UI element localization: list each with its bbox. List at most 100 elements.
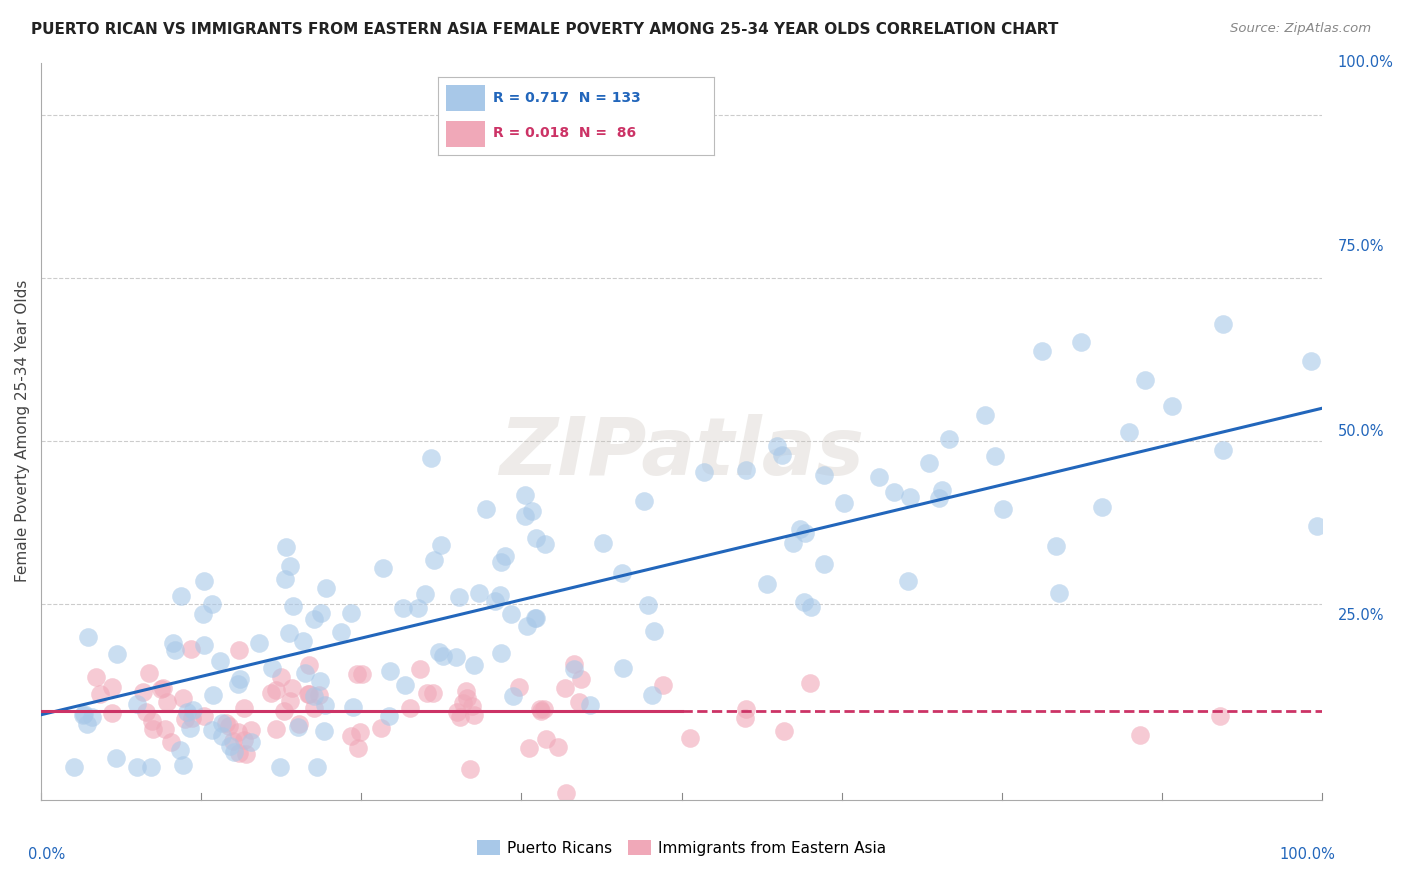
Point	[610, 566, 633, 581]
Point	[508, 680, 530, 694]
Point	[180, 641, 202, 656]
Point	[794, 526, 817, 541]
Point	[1212, 317, 1234, 331]
Point	[311, 606, 333, 620]
Point	[294, 665, 316, 680]
Point	[232, 733, 254, 747]
Point	[202, 688, 225, 702]
Point	[766, 439, 789, 453]
Point	[484, 594, 506, 608]
Point	[152, 681, 174, 695]
Point	[1208, 708, 1230, 723]
Point	[1118, 425, 1140, 440]
Point	[235, 747, 257, 761]
Point	[555, 786, 578, 800]
Point	[392, 601, 415, 615]
Point	[409, 662, 432, 676]
Point	[612, 661, 634, 675]
Point	[298, 687, 321, 701]
Point	[141, 714, 163, 728]
Point	[73, 706, 96, 721]
Point	[1129, 729, 1152, 743]
Point	[138, 666, 160, 681]
Point	[897, 574, 920, 588]
Point	[1160, 399, 1182, 413]
Point	[346, 667, 368, 681]
Point	[427, 645, 450, 659]
Point	[232, 700, 254, 714]
Point	[308, 689, 330, 703]
Point	[931, 483, 953, 497]
Point	[475, 501, 498, 516]
Point	[228, 643, 250, 657]
Point	[125, 760, 148, 774]
Point	[422, 553, 444, 567]
Point	[315, 581, 337, 595]
Point	[193, 574, 215, 589]
Point	[502, 689, 524, 703]
Point	[378, 665, 401, 679]
Point	[813, 557, 835, 571]
Point	[101, 706, 124, 721]
Point	[799, 676, 821, 690]
Point	[422, 686, 444, 700]
Point	[517, 740, 540, 755]
Point	[735, 462, 758, 476]
Point	[813, 468, 835, 483]
Point	[165, 643, 187, 657]
Point	[264, 682, 287, 697]
Point	[156, 696, 179, 710]
Point	[370, 721, 392, 735]
Point	[447, 591, 470, 605]
Text: PUERTO RICAN VS IMMIGRANTS FROM EASTERN ASIA FEMALE POVERTY AMONG 25-34 YEAR OLD: PUERTO RICAN VS IMMIGRANTS FROM EASTERN …	[31, 22, 1059, 37]
Point	[1031, 344, 1053, 359]
Point	[489, 588, 512, 602]
Point	[520, 504, 543, 518]
Point	[305, 760, 328, 774]
Point	[524, 531, 547, 545]
Point	[789, 522, 811, 536]
Point	[693, 465, 716, 479]
Point	[1091, 500, 1114, 515]
Point	[460, 762, 482, 776]
Point	[554, 681, 576, 695]
Point	[406, 601, 429, 615]
Point	[142, 722, 165, 736]
Point	[378, 709, 401, 723]
Point	[529, 701, 551, 715]
Point	[938, 432, 960, 446]
Point	[105, 647, 128, 661]
Point	[373, 561, 395, 575]
Point	[77, 630, 100, 644]
Point	[226, 677, 249, 691]
Point	[240, 734, 263, 748]
Point	[339, 729, 361, 743]
Point	[193, 638, 215, 652]
Point	[352, 667, 374, 681]
Text: 100.0%: 100.0%	[1279, 847, 1334, 863]
Point	[756, 577, 779, 591]
Point	[84, 671, 107, 685]
Point	[430, 538, 453, 552]
Text: 25.0%: 25.0%	[1337, 607, 1384, 623]
Point	[734, 710, 756, 724]
Point	[342, 700, 364, 714]
Point	[463, 708, 485, 723]
Point	[641, 688, 664, 702]
Point	[270, 670, 292, 684]
Point	[179, 721, 201, 735]
Point	[1301, 354, 1323, 368]
Point	[276, 540, 298, 554]
Point	[222, 734, 245, 748]
Point	[643, 624, 665, 639]
Text: 0.0%: 0.0%	[28, 847, 66, 863]
Text: 75.0%: 75.0%	[1337, 239, 1384, 254]
Point	[273, 704, 295, 718]
Point	[1212, 443, 1234, 458]
Point	[309, 674, 332, 689]
Point	[793, 595, 815, 609]
Point	[193, 709, 215, 723]
Point	[1306, 518, 1329, 533]
Point	[226, 725, 249, 739]
Point	[135, 705, 157, 719]
